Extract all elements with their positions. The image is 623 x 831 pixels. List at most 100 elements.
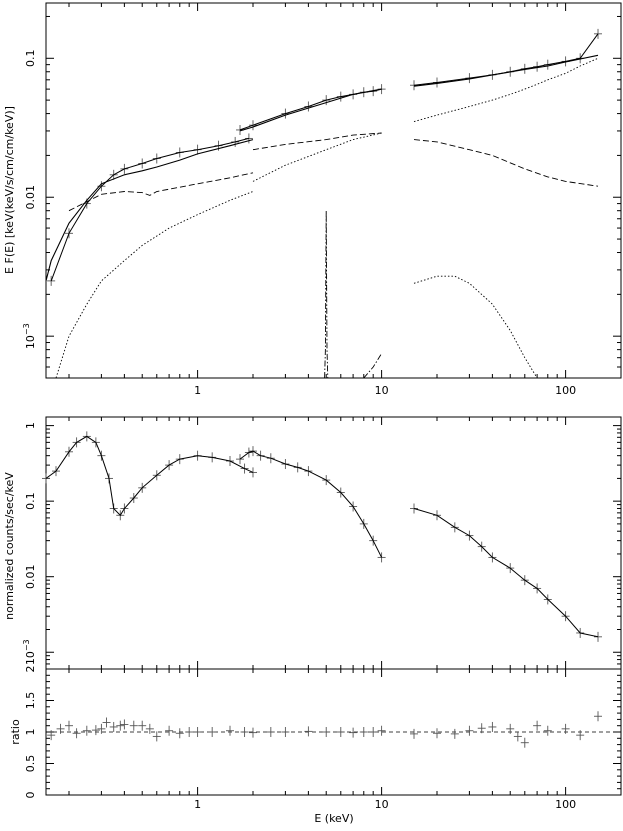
data-point (129, 720, 138, 731)
middle-panel-counts-spectrum: 10−30.010.11 normalized counts/sec/keV (3, 416, 622, 670)
x-tick-label: 100 (555, 384, 576, 397)
series-line-dotted (413, 57, 599, 123)
y-tick-label: 0.1 (24, 492, 37, 510)
series-line-data (50, 137, 250, 282)
data-point (175, 728, 184, 739)
data-point (304, 726, 313, 737)
data-point (477, 723, 486, 734)
data-point (359, 727, 368, 737)
data-point (138, 720, 147, 731)
data-point (377, 725, 386, 736)
series-line-data (45, 435, 254, 517)
data-point (165, 725, 174, 736)
middle-panel-y-axis-label: normalized counts/sec/keV (3, 472, 16, 620)
y-tick-label: 0.1 (24, 50, 37, 68)
series-line-dashed (252, 132, 382, 151)
data-point (377, 552, 386, 563)
data-point (109, 721, 118, 732)
bottom-panel-ratio: 0 0.5 1 1.5 2 1 10 100 ratio E (keV) (9, 666, 622, 825)
data-point (349, 727, 358, 738)
top-panel-frame (45, 2, 622, 379)
data-point (322, 727, 331, 737)
series-line-data (413, 508, 599, 638)
data-point (248, 727, 257, 738)
data-point (450, 728, 459, 739)
data-point (465, 725, 474, 736)
data-point (226, 725, 235, 736)
bottom-panel-y-axis-label: ratio (9, 719, 22, 745)
data-point (208, 727, 217, 737)
data-point (432, 728, 441, 739)
data-point (120, 719, 129, 730)
data-point (240, 727, 249, 737)
data-point (193, 727, 202, 737)
series-line-dotted (413, 275, 538, 379)
middle-panel-ticks (46, 417, 622, 670)
y-tick-label: 1 (24, 422, 37, 429)
y-tick-label: 1 (24, 729, 37, 736)
y-tick-label: 1.5 (24, 692, 37, 710)
x-tick-label: 10 (375, 798, 389, 811)
y-tick-label: 0 (24, 792, 37, 799)
data-point (91, 725, 100, 736)
series-line-data (239, 450, 383, 558)
data-point (185, 727, 194, 737)
series-line-model (45, 139, 254, 282)
series-line-model (413, 54, 599, 87)
data-point (47, 730, 56, 741)
top-panel-y-axis-label: E F(E) [keV(keV/s/cm/cm/keV)] (3, 106, 16, 274)
data-point (513, 731, 522, 742)
x-axis-label: E (keV) (314, 812, 353, 825)
data-point (520, 737, 529, 748)
bottom-panel-ticks (46, 668, 622, 796)
data-point (102, 717, 111, 728)
series-line-dashdot (324, 210, 329, 379)
data-point (236, 454, 245, 465)
data-point (97, 723, 106, 734)
series-line-dashed (413, 139, 599, 187)
y-tick-label-exponent: −3 (22, 323, 31, 335)
data-point (42, 473, 50, 484)
top-panel-ef-spectrum: 10−30.010.11 10 100 E F(E) [keV(keV/s/cm/c… (3, 2, 622, 397)
y-tick-label: 0.5 (24, 755, 37, 773)
x-tick-label: 10 (375, 384, 389, 397)
data-point (594, 631, 603, 642)
data-point (116, 720, 125, 731)
y-tick-label-exponent: −3 (22, 639, 31, 651)
data-point (594, 711, 603, 722)
data-point (248, 467, 257, 478)
series-line-dashed (68, 172, 254, 212)
y-tick-label: 0.01 (24, 185, 37, 210)
bottom-panel-tick-labels: 0 0.5 1 1.5 2 1 10 100 (24, 666, 576, 812)
data-point (410, 503, 419, 514)
top-panel-series (45, 28, 603, 379)
x-tick-label: 100 (555, 798, 576, 811)
data-point (561, 723, 570, 734)
data-point (576, 730, 585, 741)
top-panel-tick-labels: 10−30.010.11 10 100 (22, 50, 576, 397)
data-point (369, 727, 378, 737)
data-point (56, 723, 65, 734)
data-point (488, 721, 497, 732)
data-point (145, 723, 154, 734)
y-tick-label: 2 (24, 666, 37, 673)
x-tick-label: 1 (194, 384, 201, 397)
data-point (506, 723, 515, 734)
x-tick-label: 1 (194, 798, 201, 811)
y-tick-label: 0.01 (24, 564, 37, 589)
data-point (82, 725, 91, 736)
data-point (543, 725, 552, 736)
series-line-data (413, 33, 599, 86)
data-point (281, 727, 290, 737)
data-point (336, 727, 345, 737)
bottom-panel-series (46, 711, 621, 748)
data-point (152, 731, 161, 742)
data-point (410, 728, 419, 739)
data-point (64, 720, 73, 731)
data-point (266, 727, 275, 737)
series-line-model (239, 88, 382, 132)
series-line-dashdot (363, 353, 382, 379)
top-panel-ticks (46, 3, 622, 379)
middle-panel-series (42, 431, 603, 642)
